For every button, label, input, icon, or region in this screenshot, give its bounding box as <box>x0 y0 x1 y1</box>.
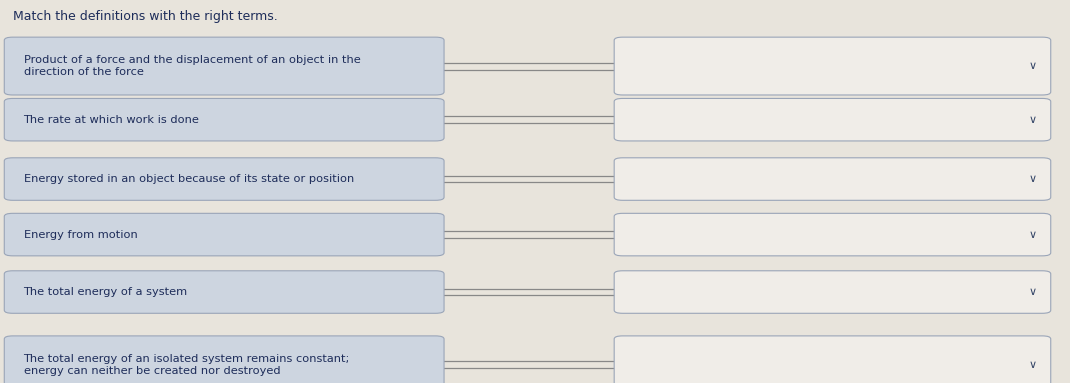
Text: ∨: ∨ <box>1028 174 1037 184</box>
Text: ∨: ∨ <box>1028 360 1037 370</box>
FancyBboxPatch shape <box>614 37 1051 95</box>
Text: Energy stored in an object because of its state or position: Energy stored in an object because of it… <box>24 174 354 184</box>
Text: ∨: ∨ <box>1028 287 1037 297</box>
FancyBboxPatch shape <box>4 336 444 383</box>
FancyBboxPatch shape <box>614 98 1051 141</box>
FancyBboxPatch shape <box>4 158 444 200</box>
FancyBboxPatch shape <box>614 336 1051 383</box>
Text: ∨: ∨ <box>1028 61 1037 71</box>
Text: Product of a force and the displacement of an object in the
direction of the for: Product of a force and the displacement … <box>24 55 361 77</box>
FancyBboxPatch shape <box>614 213 1051 256</box>
FancyBboxPatch shape <box>4 213 444 256</box>
Text: The total energy of a system: The total energy of a system <box>24 287 187 297</box>
FancyBboxPatch shape <box>614 158 1051 200</box>
FancyBboxPatch shape <box>4 37 444 95</box>
FancyBboxPatch shape <box>614 271 1051 313</box>
Text: The total energy of an isolated system remains constant;
energy can neither be c: The total energy of an isolated system r… <box>24 354 350 376</box>
Text: ∨: ∨ <box>1028 115 1037 125</box>
Text: ∨: ∨ <box>1028 229 1037 240</box>
Text: Energy from motion: Energy from motion <box>24 229 137 240</box>
Text: Match the definitions with the right terms.: Match the definitions with the right ter… <box>13 10 277 23</box>
Text: The rate at which work is done: The rate at which work is done <box>24 115 199 125</box>
FancyBboxPatch shape <box>4 98 444 141</box>
FancyBboxPatch shape <box>4 271 444 313</box>
